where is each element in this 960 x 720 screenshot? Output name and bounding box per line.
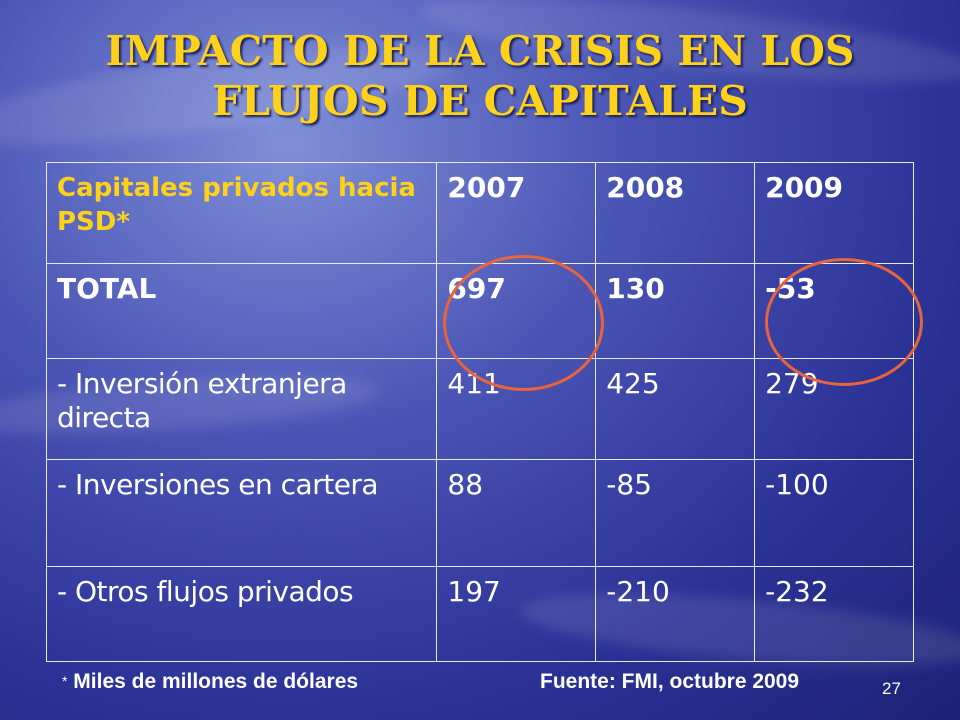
table-cell: 130 [595, 263, 756, 359]
header-label: Capitales privados hacia PSD* [45, 162, 438, 264]
table-cell: -85 [595, 459, 756, 567]
table-cell: 425 [595, 358, 756, 460]
source-note: Fuente: FMI, octubre 2009 [540, 670, 800, 693]
table-header-row: Capitales privados hacia PSD* 2007 2008 … [45, 162, 914, 264]
title-line-2: FLUJOS DE CAPITALES [212, 77, 748, 125]
table-row: - Otros flujos privados 197 -210 -232 [45, 566, 914, 662]
table-row: - Inversiones en cartera 88 -85 -100 [45, 459, 914, 567]
page-number: 27 [882, 679, 901, 698]
footnote-text: Miles de millones de dólares [67, 670, 359, 693]
highlight-circle-2009 [765, 258, 923, 386]
header-year-2008: 2008 [595, 162, 756, 264]
row-label-total: TOTAL [45, 263, 438, 359]
slide-title: IMPACTO DE LA CRISIS EN LOS FLUJOS DE CA… [0, 26, 960, 126]
capital-flows-table: Capitales privados hacia PSD* 2007 2008 … [45, 162, 914, 662]
table-cell: 197 [436, 566, 597, 662]
table-cell: -100 [754, 459, 914, 567]
header-year-2007: 2007 [436, 162, 597, 264]
table-cell: -210 [595, 566, 756, 662]
row-label: - Inversión extranjera directa [45, 358, 438, 460]
units-footnote: * Miles de millones de dólares [62, 670, 358, 694]
row-label: - Otros flujos privados [45, 566, 438, 662]
header-year-2009: 2009 [754, 162, 914, 264]
footnote-star: * [62, 673, 68, 689]
table-cell: -232 [754, 566, 914, 662]
table-row: - Inversión extranjera directa 411 425 2… [45, 358, 914, 460]
row-label: - Inversiones en cartera [45, 459, 438, 567]
highlight-circle-2007 [443, 255, 604, 391]
title-line-1: IMPACTO DE LA CRISIS EN LOS [105, 27, 855, 75]
table-cell: 88 [436, 459, 597, 567]
